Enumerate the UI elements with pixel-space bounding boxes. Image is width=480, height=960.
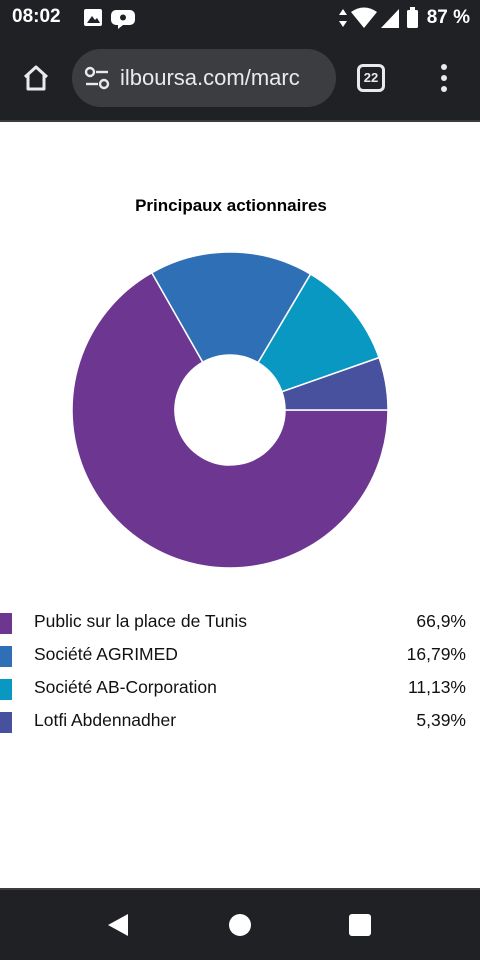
wifi-icon bbox=[350, 7, 377, 28]
pie-slice[interactable] bbox=[71, 271, 389, 569]
tabs-button[interactable]: 22 bbox=[357, 64, 385, 92]
battery-percentage: 87 % bbox=[426, 7, 470, 28]
url-text[interactable]: ilboursa.com/marc bbox=[120, 65, 300, 90]
address-bar[interactable]: ilboursa.com/marc bbox=[72, 49, 336, 107]
legend-item[interactable]: Société AB-Corporation 11,13% bbox=[0, 672, 480, 705]
system-nav-bar bbox=[0, 888, 480, 960]
legend-value: 5,39% bbox=[416, 710, 466, 730]
legend-value: 66,9% bbox=[416, 611, 466, 631]
system-status-icons: 87 % bbox=[338, 6, 470, 30]
legend-swatch bbox=[0, 646, 12, 667]
legend-item[interactable]: Public sur la place de Tunis 66,9% bbox=[0, 606, 480, 639]
legend-value: 11,13% bbox=[407, 677, 466, 697]
browser-toolbar: ilboursa.com/marc 22 bbox=[0, 36, 480, 122]
pie-slice[interactable] bbox=[150, 251, 312, 364]
legend-item[interactable]: Lotfi Abdennadher 5,39% bbox=[0, 705, 480, 738]
chat-bubble-icon bbox=[111, 10, 135, 29]
legend-value: 16,79% bbox=[406, 644, 466, 664]
page-content: Principaux actionnaires Public sur la pl… bbox=[0, 122, 480, 888]
legend-swatch bbox=[0, 679, 12, 700]
image-icon bbox=[84, 9, 102, 26]
cell-signal-icon bbox=[380, 9, 399, 28]
chart-legend: Public sur la place de Tunis 66,9% Socié… bbox=[0, 606, 480, 738]
site-settings-icon[interactable] bbox=[84, 66, 110, 90]
legend-label: Lotfi Abdennadher bbox=[34, 710, 177, 730]
legend-item[interactable]: Société AGRIMED 16,79% bbox=[0, 639, 480, 672]
legend-label: Société AB-Corporation bbox=[34, 677, 217, 697]
legend-label: Public sur la place de Tunis bbox=[34, 611, 248, 631]
chart-title: Principaux actionnaires bbox=[135, 196, 327, 215]
home-icon bbox=[23, 65, 49, 91]
connectivity-icons bbox=[338, 7, 418, 28]
data-arrows-icon bbox=[338, 9, 347, 27]
recents-square-icon[interactable] bbox=[349, 914, 371, 936]
notification-icons bbox=[84, 9, 135, 29]
home-circle-icon[interactable] bbox=[229, 914, 251, 936]
home-button[interactable] bbox=[16, 58, 56, 98]
more-vert-icon[interactable] bbox=[436, 62, 452, 94]
shareholders-donut-chart bbox=[71, 251, 389, 569]
legend-swatch bbox=[0, 712, 12, 733]
back-icon[interactable] bbox=[106, 912, 132, 938]
legend-swatch bbox=[0, 613, 12, 634]
legend-label: Société AGRIMED bbox=[34, 644, 178, 664]
tab-count: 22 bbox=[363, 70, 379, 85]
status-bar: 08:02 87 % bbox=[0, 0, 480, 36]
battery-icon bbox=[406, 7, 418, 28]
pie-slice[interactable] bbox=[280, 356, 389, 411]
status-time: 08:02 bbox=[12, 6, 61, 27]
